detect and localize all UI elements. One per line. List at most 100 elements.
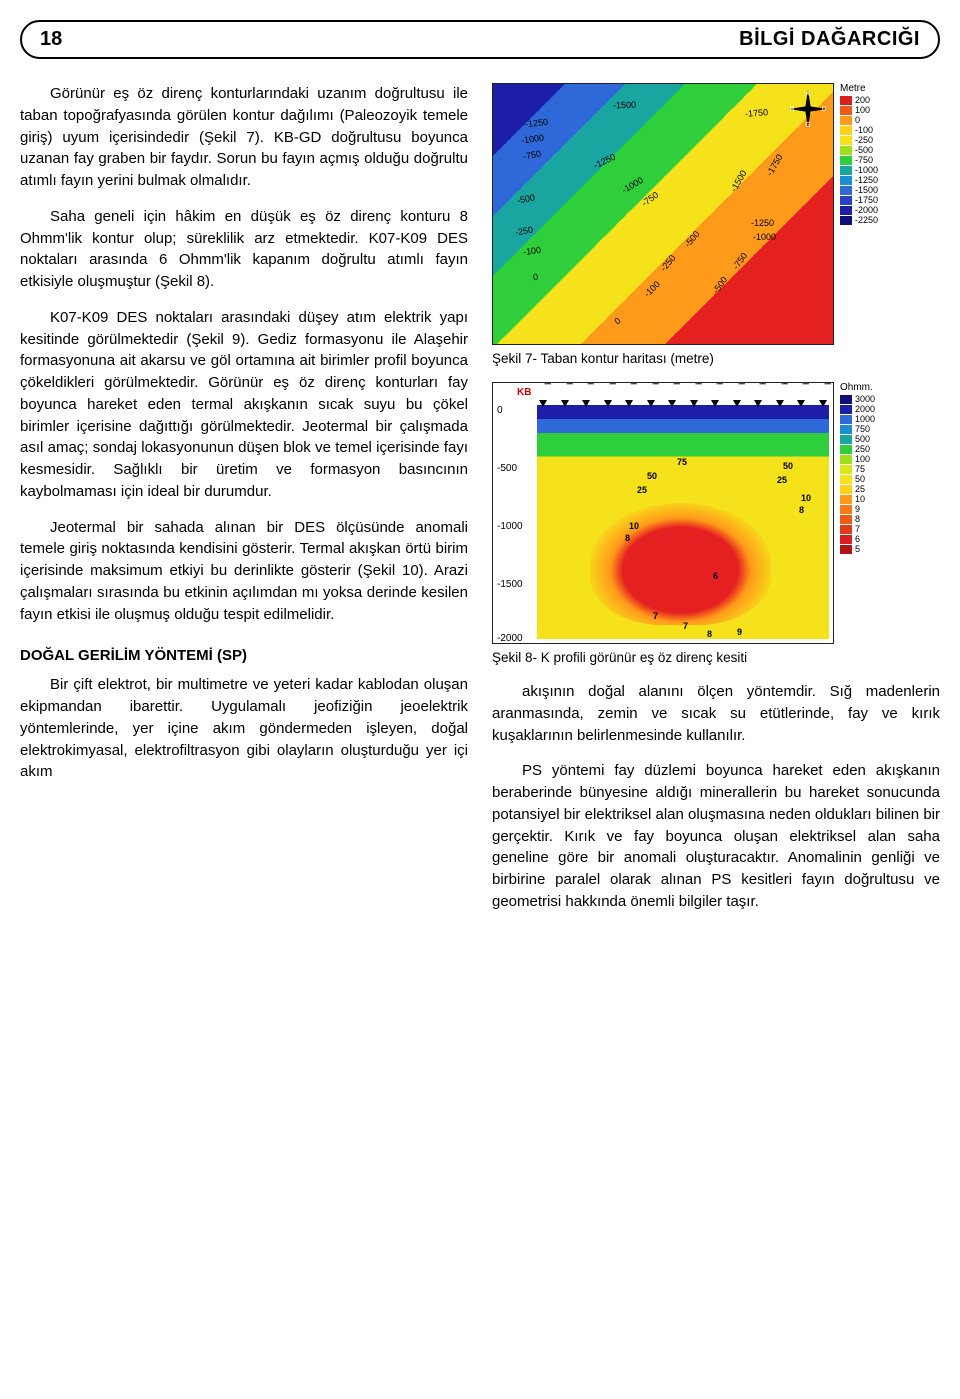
figure-7-legend: Metre 2001000-100-250-500-750-1000-1250-…: [840, 83, 896, 345]
contour-label: -1750: [745, 107, 769, 119]
station-label: K17: [780, 382, 790, 385]
legend-row: 25: [840, 485, 896, 494]
contour-label: 0: [532, 272, 538, 282]
station-marker-icon: [711, 400, 719, 407]
station-marker-icon: [625, 400, 633, 407]
legend-value: -2000: [855, 206, 878, 215]
legend-swatch: [840, 405, 852, 414]
legend-row: 750: [840, 425, 896, 434]
figure-8-legend: Ohmm. 3000200010007505002501007550251098…: [840, 382, 896, 644]
station-marker-icon: [797, 400, 805, 407]
legend-title: Ohmm.: [840, 382, 896, 393]
legend-swatch: [840, 106, 852, 115]
station-label: K11: [715, 382, 725, 385]
legend-swatch: [840, 186, 852, 195]
legend-value: 100: [855, 106, 870, 115]
legend-swatch: [840, 395, 852, 404]
figure-7-contour-map: K D B G -1500-1750-1250-1000-750-1250-10…: [492, 83, 940, 345]
station-marker-icon: [690, 400, 698, 407]
contour-label: -750: [731, 251, 750, 271]
legend-value: 50: [855, 475, 865, 484]
legend-value: 3000: [855, 395, 875, 404]
svg-text:D: D: [821, 106, 826, 113]
legend-value: 5: [855, 545, 860, 554]
station-marker-icon: [819, 400, 827, 407]
station-label: K06: [651, 382, 661, 385]
legend-swatch: [840, 216, 852, 225]
contour-label: -1250: [592, 152, 617, 171]
station-label: K03: [608, 382, 618, 385]
legend-value: 6: [855, 535, 860, 544]
station-marker-icon: [754, 400, 762, 407]
svg-text:B: B: [790, 106, 795, 113]
legend-row: 500: [840, 435, 896, 444]
compass-icon: K D B G: [787, 88, 829, 130]
paragraph: PS yöntemi fay düzlemi boyunca hareket e…: [492, 760, 940, 912]
paragraph: K07-K09 DES noktaları arasındaki düşey a…: [20, 307, 468, 503]
contour-label: -750: [522, 149, 541, 162]
y-tick-label: -2000: [497, 633, 523, 644]
legend-row: -100: [840, 126, 896, 135]
station-label: K13: [737, 382, 747, 385]
legend-swatch: [840, 196, 852, 205]
station-label: K09: [694, 382, 704, 385]
station-label: K07: [672, 382, 682, 385]
legend-swatch: [840, 505, 852, 514]
legend-value: -1750: [855, 196, 878, 205]
legend-swatch: [840, 166, 852, 175]
legend-row: 6: [840, 535, 896, 544]
y-tick-label: -1500: [497, 579, 523, 590]
two-column-layout: Görünür eş öz direnç konturlarındaki uza…: [20, 83, 940, 927]
contour-label: -1750: [764, 153, 784, 178]
contour-value-label: 25: [777, 475, 787, 485]
legend-row: -750: [840, 156, 896, 165]
legend-swatch: [840, 425, 852, 434]
station-marker-icon: [733, 400, 741, 407]
legend-row: 5: [840, 545, 896, 554]
station-marker-icon: [647, 400, 655, 407]
legend-row: 100: [840, 106, 896, 115]
svg-text:G: G: [805, 122, 810, 129]
contour-value-label: 8: [625, 533, 630, 543]
station-label: K15: [758, 382, 768, 385]
page-title: BİLGİ DAĞARCIĞI: [739, 28, 920, 51]
y-tick-label: -500: [497, 463, 517, 474]
legend-row: 75: [840, 465, 896, 474]
legend-swatch: [840, 485, 852, 494]
contour-value-label: 9: [737, 627, 742, 637]
contour-value-label: 25: [637, 485, 647, 495]
legend-value: 250: [855, 445, 870, 454]
contour-map-plot: K D B G -1500-1750-1250-1000-750-1250-10…: [492, 83, 834, 345]
contour-value-label: 7: [653, 611, 658, 621]
station-label: K00: [565, 382, 575, 385]
legend-row: 10: [840, 495, 896, 504]
contour-value-label: 50: [647, 471, 657, 481]
legend-row: -1000: [840, 166, 896, 175]
legend-value: 75: [855, 465, 865, 474]
legend-value: -1500: [855, 186, 878, 195]
figure-7-caption: Şekil 7- Taban kontur haritası (metre): [492, 351, 940, 366]
legend-row: -2000: [840, 206, 896, 215]
contour-value-label: 50: [783, 461, 793, 471]
legend-swatch: [840, 136, 852, 145]
legend-row: 50: [840, 475, 896, 484]
contour-label: -1250: [751, 218, 774, 228]
legend-value: 9: [855, 505, 860, 514]
legend-value: 500: [855, 435, 870, 444]
contour-label: -500: [682, 229, 701, 249]
contour-value-label: 7: [683, 621, 688, 631]
legend-value: -1250: [855, 176, 878, 185]
legend-row: 8: [840, 515, 896, 524]
legend-swatch: [840, 475, 852, 484]
legend-swatch: [840, 515, 852, 524]
station-marker-icon: [776, 400, 784, 407]
anomaly-zone: [590, 503, 771, 625]
legend-row: -250: [840, 136, 896, 145]
contour-value-label: 75: [677, 457, 687, 467]
page-header: 18 BİLGİ DAĞARCIĞI: [20, 20, 940, 59]
contour-value-label: 10: [801, 493, 811, 503]
profile-end-label: GD: [833, 387, 834, 398]
contour-label: -100: [642, 279, 662, 299]
contour-value-label: 8: [707, 629, 712, 639]
contour-label: -250: [514, 225, 533, 238]
